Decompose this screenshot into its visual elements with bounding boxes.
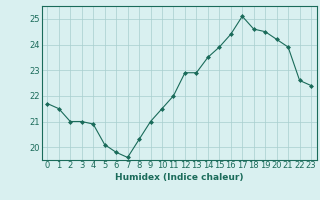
- X-axis label: Humidex (Indice chaleur): Humidex (Indice chaleur): [115, 173, 244, 182]
